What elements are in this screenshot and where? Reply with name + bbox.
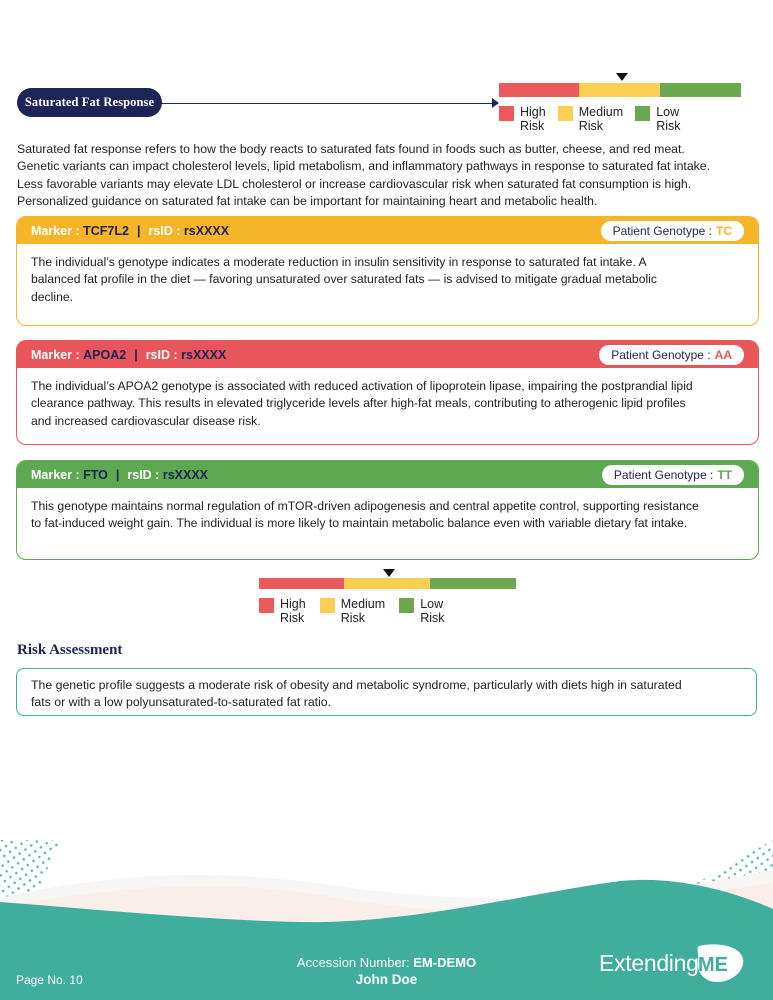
svg-text:ME: ME [698,954,728,976]
svg-text:Extending: Extending [599,950,699,976]
